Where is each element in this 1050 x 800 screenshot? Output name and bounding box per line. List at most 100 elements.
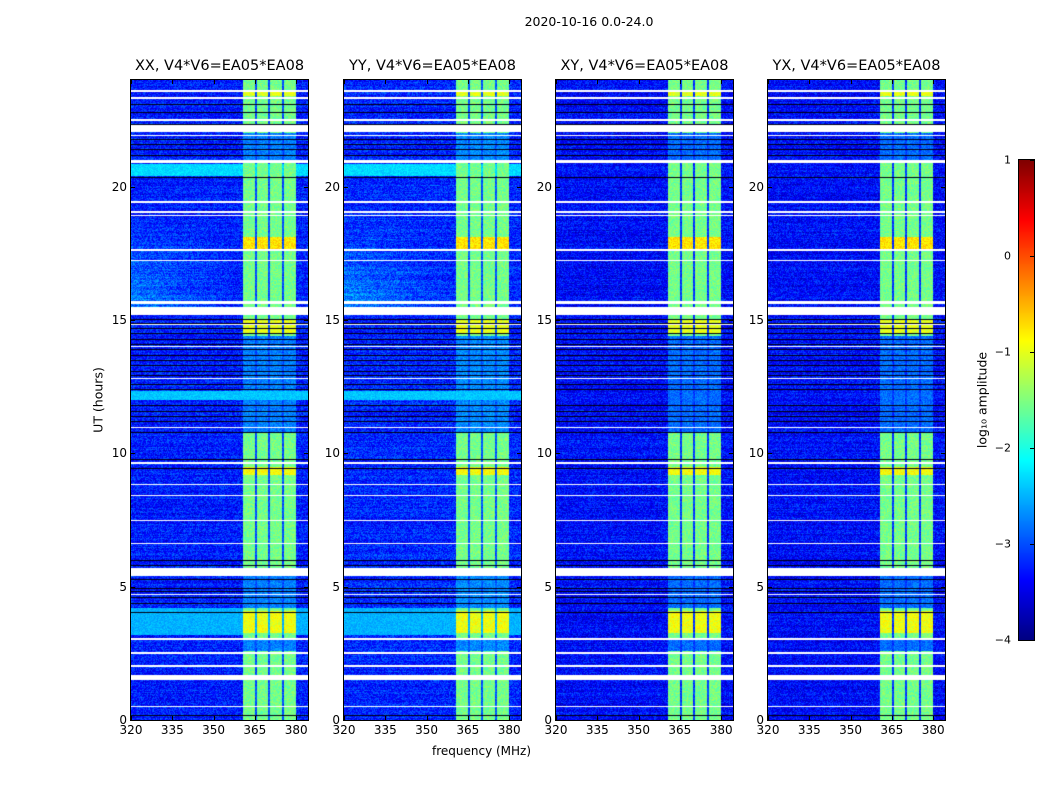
y-tick-mark [344,186,348,188]
y-tick-mark [304,186,308,188]
y-tick-label: 5 [332,579,340,594]
y-tick-mark [556,586,560,588]
y-tick-mark [131,453,135,455]
y-tick-label: 10 [748,446,764,461]
y-tick-label: 15 [111,313,127,327]
colorbar-tick-mark [1030,640,1034,641]
x-tick-mark [556,80,557,84]
x-tick-mark [850,716,852,720]
x-tick-mark [768,80,769,84]
x-tick-mark [131,80,132,84]
x-tick-mark [426,716,428,720]
y-tick-mark [768,320,772,321]
y-tick-mark [556,186,560,188]
colorbar-tick-label: −2 [994,441,1011,455]
x-tick-mark [344,716,345,720]
y-tick-mark [131,186,135,188]
x-tick-mark [721,716,723,720]
colorbar-tick-mark [1030,160,1034,161]
x-tick-label: 380 [497,723,521,737]
y-tick-mark [941,453,945,455]
y-tick-mark [941,320,945,321]
y-tick-label: 20 [536,179,552,194]
x-tick-label: 350 [839,723,863,737]
x-tick-mark [296,80,298,84]
x-tick-mark [172,716,174,720]
x-tick-label: 365 [668,723,692,737]
y-tick-mark [729,186,733,188]
x-tick-label: 320 [119,723,143,737]
y-tick-mark [304,586,308,588]
y-tick-mark [304,320,308,321]
y-tick-label: 15 [748,313,764,327]
x-tick-mark [131,716,132,720]
x-tick-mark [809,80,811,84]
y-tick-mark [344,453,348,455]
y-tick-mark [517,720,521,721]
y-tick-mark [344,720,348,721]
x-tick-mark [254,80,256,84]
panel-title: YX, V4*V6=EA05*EA08 [772,58,941,74]
colorbar-tick-mark [1030,448,1034,449]
x-tick-label: 320 [332,723,356,737]
y-tick-mark [768,720,772,721]
x-tick-mark [509,716,511,720]
x-tick-mark [213,716,215,720]
y-tick-mark [729,453,733,455]
y-tick-label: 15 [536,313,552,327]
y-tick-label: 20 [111,179,127,194]
y-tick-label: 15 [324,313,340,327]
y-tick-mark [729,586,733,588]
y-tick-mark [517,453,521,455]
y-tick-mark [941,720,945,721]
x-tick-mark [679,716,681,720]
y-tick-label: 10 [536,446,552,461]
y-tick-label: 10 [111,446,127,461]
y-tick-label: 20 [748,179,764,194]
colorbar-tick-label: −3 [994,537,1011,551]
y-tick-mark [517,320,521,321]
x-tick-mark [296,716,298,720]
y-tick-mark [729,720,733,721]
x-tick-label: 380 [709,723,733,737]
y-tick-label: 5 [756,579,764,594]
y-tick-mark [556,320,560,321]
x-tick-mark [597,80,599,84]
panel-title: XY, V4*V6=EA05*EA08 [560,58,729,74]
x-tick-mark [213,80,215,84]
x-tick-mark [597,716,599,720]
colorbar-tick-label: 0 [1004,249,1011,263]
x-tick-mark [254,716,256,720]
y-tick-mark [768,453,772,455]
y-tick-mark [131,586,135,588]
x-tick-label: 320 [544,723,568,737]
x-axis-label: frequency (MHz) [432,744,532,758]
y-tick-mark [304,453,308,455]
colorbar-tick-label: −1 [994,345,1011,359]
colorbar-label: log₁₀ amplitude [974,351,990,449]
x-tick-mark [638,80,640,84]
panel-title: XX, V4*V6=EA05*EA08 [134,58,305,74]
colorbar-tick-label: 1 [1004,153,1011,167]
heatmap-panel-3 [768,80,945,720]
y-tick-label: 0 [544,713,552,727]
heatmap-panel-1 [344,80,521,720]
x-tick-label: 380 [921,723,945,737]
x-tick-mark [638,716,640,720]
x-tick-mark [467,716,469,720]
x-tick-label: 335 [797,723,821,737]
colorbar-tick-mark [1030,544,1034,545]
colorbar-tick-mark [1030,352,1034,353]
y-tick-mark [131,320,135,321]
y-tick-label: 20 [324,179,340,194]
colorbar-tick-label: −4 [994,633,1011,647]
y-tick-mark [517,586,521,588]
x-tick-mark [891,80,893,84]
x-tick-label: 320 [756,723,780,737]
y-tick-mark [556,453,560,455]
y-tick-label: 0 [332,713,340,727]
x-tick-mark [467,80,469,84]
y-tick-label: 0 [119,713,127,727]
x-tick-mark [933,716,935,720]
